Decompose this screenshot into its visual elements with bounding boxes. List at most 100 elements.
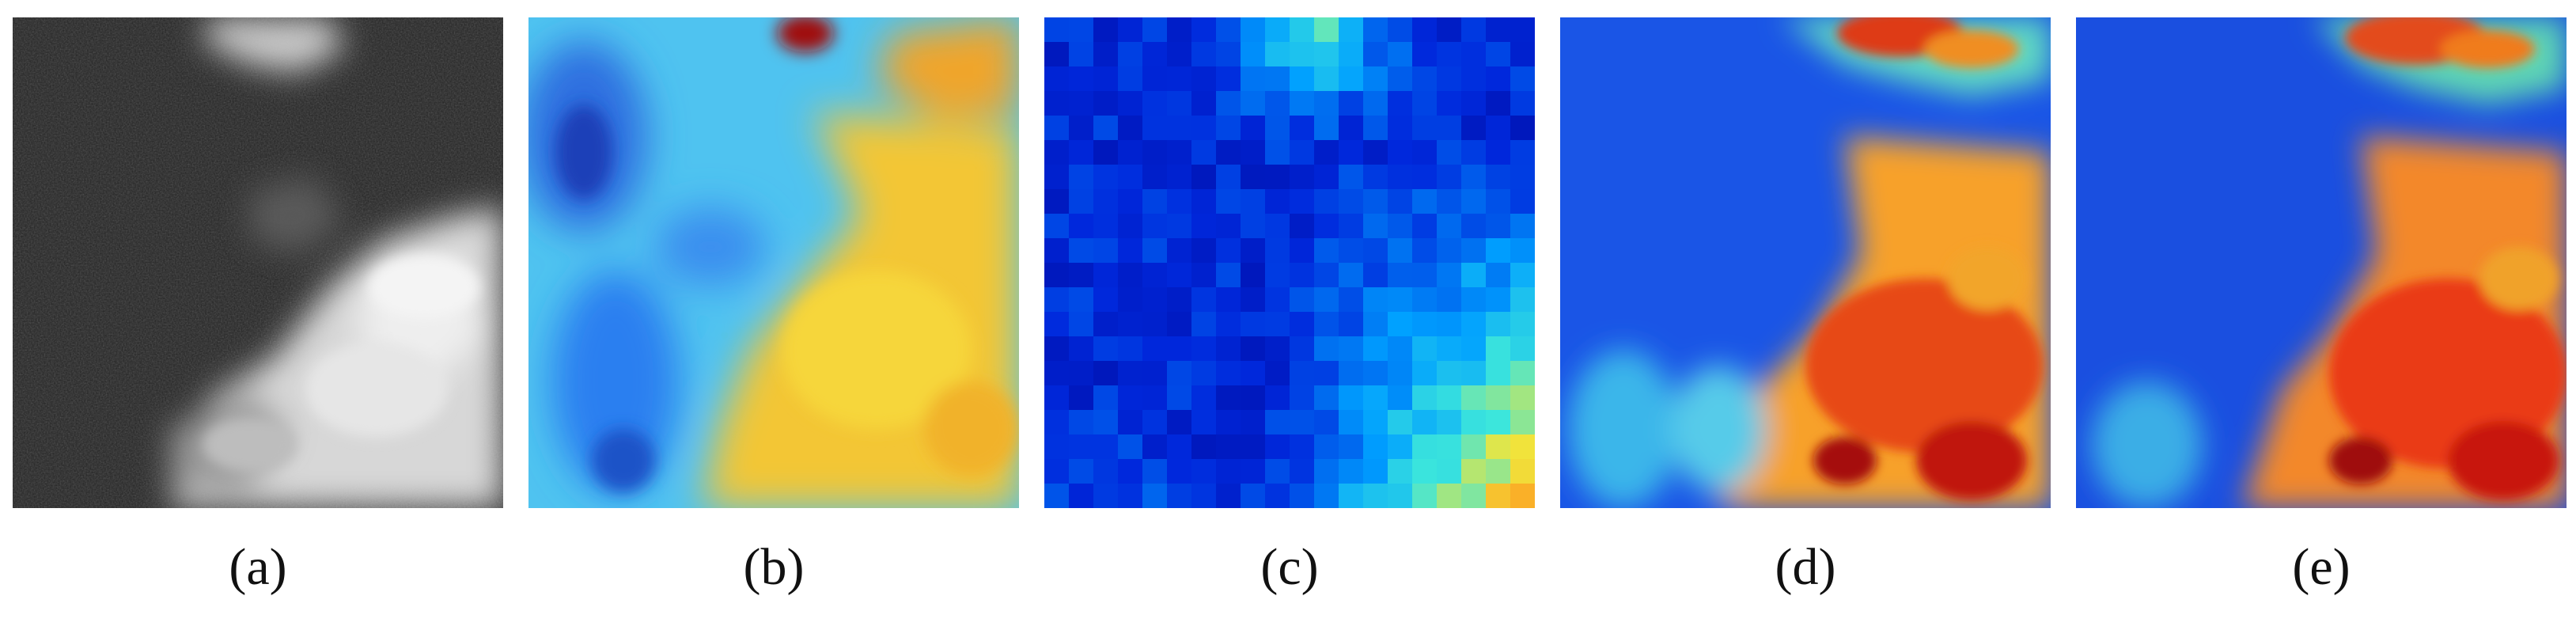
heatmap-cell	[1314, 42, 1339, 67]
heatmap-cell	[1339, 214, 1364, 239]
heatmap-cell	[1118, 361, 1143, 386]
heatmap-cell	[1290, 66, 1315, 92]
heatmap-cell	[1461, 140, 1487, 165]
heatmap-cell	[1265, 42, 1290, 67]
heatmap-cell	[1093, 17, 1119, 43]
heatmap-cell	[1510, 140, 1535, 165]
heatmap-cell	[1069, 459, 1094, 484]
heatmap-cell	[1118, 116, 1143, 141]
heatmap-cell	[1388, 214, 1413, 239]
heatmap-cell	[1241, 336, 1266, 362]
heatmap-cell	[1388, 140, 1413, 165]
heatmap-cell	[1191, 312, 1217, 337]
heatmap-cell	[1363, 66, 1388, 92]
heatmap-cell	[1167, 17, 1192, 43]
heatmap-cell	[1363, 385, 1388, 411]
heatmap-cell	[1093, 361, 1119, 386]
heatmap-cell	[1363, 336, 1388, 362]
heatmap-cell	[1044, 459, 1070, 484]
heatmap-cell	[1339, 189, 1364, 214]
heatmap-cell	[1069, 336, 1094, 362]
heatmap-cell	[1216, 140, 1241, 165]
panel-c-heatmap	[1044, 17, 1535, 508]
heatmap-cell	[1412, 66, 1438, 92]
heatmap-cell	[1339, 484, 1364, 508]
heatmap-e	[2076, 17, 2567, 508]
heatmap-cell	[1510, 238, 1535, 264]
heatmap-cell	[1461, 336, 1487, 362]
heatmap-cell	[1388, 238, 1413, 264]
heatmap-cell	[1486, 484, 1511, 508]
heatmap-cell	[1363, 459, 1388, 484]
heatmap-cell	[1216, 165, 1241, 190]
heatmap-cell	[1339, 66, 1364, 92]
heatmap-cell	[1412, 165, 1438, 190]
heatmap-cell	[1290, 263, 1315, 288]
heatmap-cell	[1363, 287, 1388, 313]
heatmap-cell	[1069, 312, 1094, 337]
heatmap-cell	[1339, 91, 1364, 116]
heatmap-cell	[1142, 17, 1168, 43]
heatmap-cell	[1290, 214, 1315, 239]
heatmap-cell	[1314, 361, 1339, 386]
heatmap-cell	[1290, 287, 1315, 313]
heatmap-cell	[1412, 287, 1438, 313]
heatmap-cell	[1044, 410, 1070, 435]
heatmap-cell	[1167, 91, 1192, 116]
heatmap-cell	[1044, 484, 1070, 508]
heatmap-cell	[1363, 312, 1388, 337]
heatmap-cell	[1142, 238, 1168, 264]
heatmap-cell	[1486, 263, 1511, 288]
heatmap-cell	[1412, 484, 1438, 508]
heatmap-cell	[1044, 189, 1070, 214]
heatmap-d	[1560, 17, 2051, 508]
heatmap-cell	[1093, 263, 1119, 288]
heatmap-cell	[1412, 42, 1438, 67]
heatmap-cell	[1510, 214, 1535, 239]
heatmap-cell	[1339, 361, 1364, 386]
heatmap-cell	[1510, 17, 1535, 43]
heatmap-cell	[1510, 336, 1535, 362]
heatmap-cell	[1339, 434, 1364, 460]
heatmap-cell	[1510, 385, 1535, 411]
heatmap-cell	[1216, 336, 1241, 362]
heatmap-cell	[1461, 287, 1487, 313]
heatmap-cell	[1265, 189, 1290, 214]
heatmap-cell	[1486, 410, 1511, 435]
heatmap-cell	[1412, 312, 1438, 337]
heatmap-cell	[1437, 434, 1462, 460]
heatmap-cell	[1118, 385, 1143, 411]
heatmap-cell	[1118, 484, 1143, 508]
heatmap-cell	[1265, 66, 1290, 92]
heatmap-cell	[1510, 189, 1535, 214]
heatmap-cell	[1069, 189, 1094, 214]
heatmap-cell	[1216, 385, 1241, 411]
heatmap-cell	[1118, 459, 1143, 484]
heatmap-cell	[1216, 66, 1241, 92]
heatmap-cell	[1216, 238, 1241, 264]
caption-a: (a)	[229, 538, 287, 596]
heatmap-cell	[1290, 385, 1315, 411]
heatmap-cell	[1437, 410, 1462, 435]
heatmap-cell	[1486, 214, 1511, 239]
heatmap-cell	[1216, 116, 1241, 141]
heatmap-cell	[1241, 140, 1266, 165]
heatmap-cell	[1265, 116, 1290, 141]
heatmap-cell	[1510, 361, 1535, 386]
heatmap-cell	[1486, 17, 1511, 43]
heatmap-cell	[1044, 263, 1070, 288]
heatmap-cell	[1510, 263, 1535, 288]
heatmap-cell	[1314, 116, 1339, 141]
heatmap-cell	[1314, 189, 1339, 214]
heatmap-cell	[1093, 336, 1119, 362]
heatmap-cell	[1412, 434, 1438, 460]
heatmap-cell	[1265, 287, 1290, 313]
heatmap-cell	[1388, 116, 1413, 141]
heatmap-cell	[1290, 42, 1315, 67]
heatmap-cell	[1191, 459, 1217, 484]
heatmap-cell	[1191, 91, 1217, 116]
heatmap-cell	[1142, 116, 1168, 141]
heatmap-cell	[1461, 214, 1487, 239]
heatmap-cell	[1412, 91, 1438, 116]
heatmap-cell	[1290, 336, 1315, 362]
